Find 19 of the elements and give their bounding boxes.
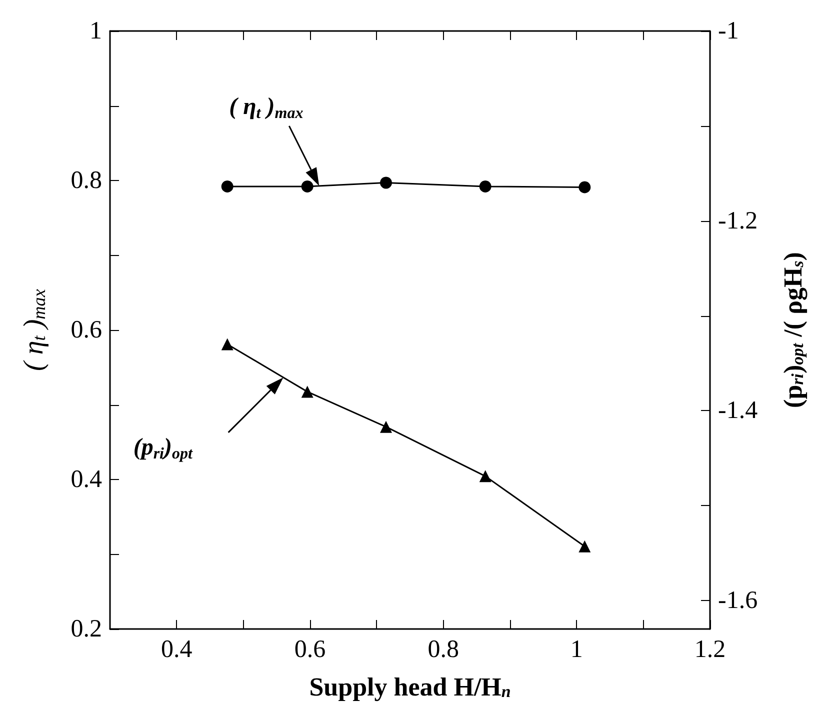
x-tick-label: 1.2 — [694, 636, 726, 663]
y-tick-label: 0.4 — [70, 466, 102, 493]
y-tick-label: 1 — [90, 18, 102, 44]
x-tick-label: 0.8 — [428, 636, 459, 663]
y-tick-label: 0.6 — [70, 316, 102, 344]
x-axis-title: Supply head H/Hn — [309, 672, 511, 702]
y-tick-label: 0.2 — [70, 616, 102, 642]
y-axis-title: ( ηt )max — [18, 289, 50, 371]
x-tick-label: 1 — [570, 636, 583, 663]
annotation: ( η$_{t}$ )$_{max}$ — [229, 94, 304, 122]
y-tick-label: 0.8 — [70, 167, 102, 194]
y2-tick-label: -1 — [718, 18, 739, 44]
y2-tick-label: -1.4 — [718, 397, 758, 424]
y2-axis-title: (pri)opt /( ρgHs) — [778, 252, 808, 408]
y2-tick-label: -1.6 — [718, 587, 758, 614]
x-tick-label: 0.6 — [294, 636, 326, 663]
annotation: (p$_{ri}$)$_{opt}$ — [133, 434, 194, 462]
y2-tick-label: -1.2 — [718, 207, 758, 234]
x-tick-label: 0.4 — [161, 636, 193, 663]
